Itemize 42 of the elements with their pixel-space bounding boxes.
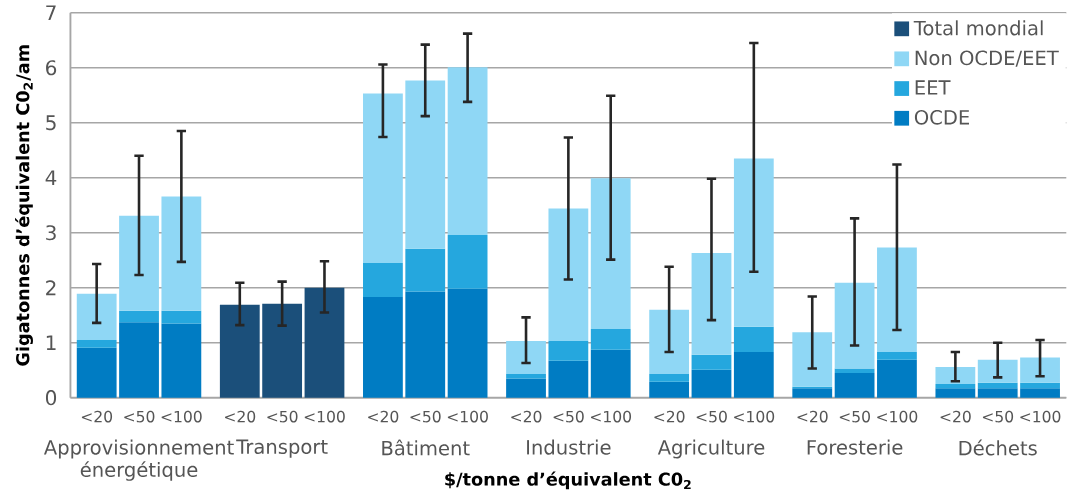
x-tick-label: <50: [553, 410, 584, 423]
x-axis-title: $/tonne d’équivalent C0$_{2}$: [445, 471, 691, 490]
x-tick-label: <20: [368, 410, 399, 423]
x-tick-label: <100: [304, 410, 345, 423]
text: Transport: [236, 439, 328, 458]
y-tick-label: 0: [45, 390, 57, 406]
y-tick-label: 7: [46, 5, 56, 21]
text: Bâtiment: [382, 439, 470, 456]
x-tick-label: <50: [124, 410, 155, 423]
text: Agriculture: [657, 439, 765, 459]
y-tick-label: 4: [45, 170, 57, 186]
x-tick-label: <20: [940, 410, 971, 423]
text: Industrie: [527, 439, 611, 455]
x-tick-label: <20: [225, 410, 256, 423]
x-tick-label: <50: [982, 410, 1014, 423]
x-tick-label: <20: [511, 410, 542, 423]
x-tick-label: <100: [591, 410, 632, 423]
x-tick-label: <50: [410, 410, 441, 423]
y-tick-label: 5: [46, 115, 56, 131]
x-tick-label: <100: [447, 410, 488, 423]
x-tick-label: <100: [877, 410, 918, 423]
y-axis-title: Gigatonnes d’équivalent C0$_{2}$/am: [15, 45, 33, 366]
legend-label: OCDE: [914, 109, 969, 125]
x-tick-label: <100: [1020, 410, 1061, 423]
text: Approvisionnement énergétique: [43, 439, 234, 481]
text: Déchets: [959, 439, 1037, 456]
y-tick-label: 2: [46, 280, 56, 296]
legend-label: Non OCDE/EET: [915, 50, 1059, 67]
y-tick-label: 3: [46, 225, 56, 241]
x-tick-label: <50: [267, 410, 298, 423]
y-tick-label: 1: [46, 335, 56, 351]
x-tick-label: <20: [81, 410, 113, 423]
x-tick-label: <50: [696, 410, 727, 423]
y-tick-label: 6: [46, 60, 57, 76]
x-tick-label: <100: [734, 410, 775, 423]
x-tick-label: <50: [839, 410, 870, 423]
text: Foresterie: [807, 439, 903, 455]
legend-label: Total mondial: [913, 20, 1043, 36]
x-tick-label: <20: [797, 410, 828, 423]
x-tick-label: <100: [161, 410, 202, 423]
legend-label: EET: [915, 80, 951, 95]
x-tick-label: <20: [654, 410, 685, 423]
